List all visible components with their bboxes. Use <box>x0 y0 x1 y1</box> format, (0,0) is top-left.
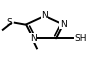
Text: SH: SH <box>74 34 87 43</box>
Text: N: N <box>60 20 67 29</box>
Text: N: N <box>30 34 37 43</box>
Text: N: N <box>41 11 48 20</box>
Text: S: S <box>6 18 12 27</box>
